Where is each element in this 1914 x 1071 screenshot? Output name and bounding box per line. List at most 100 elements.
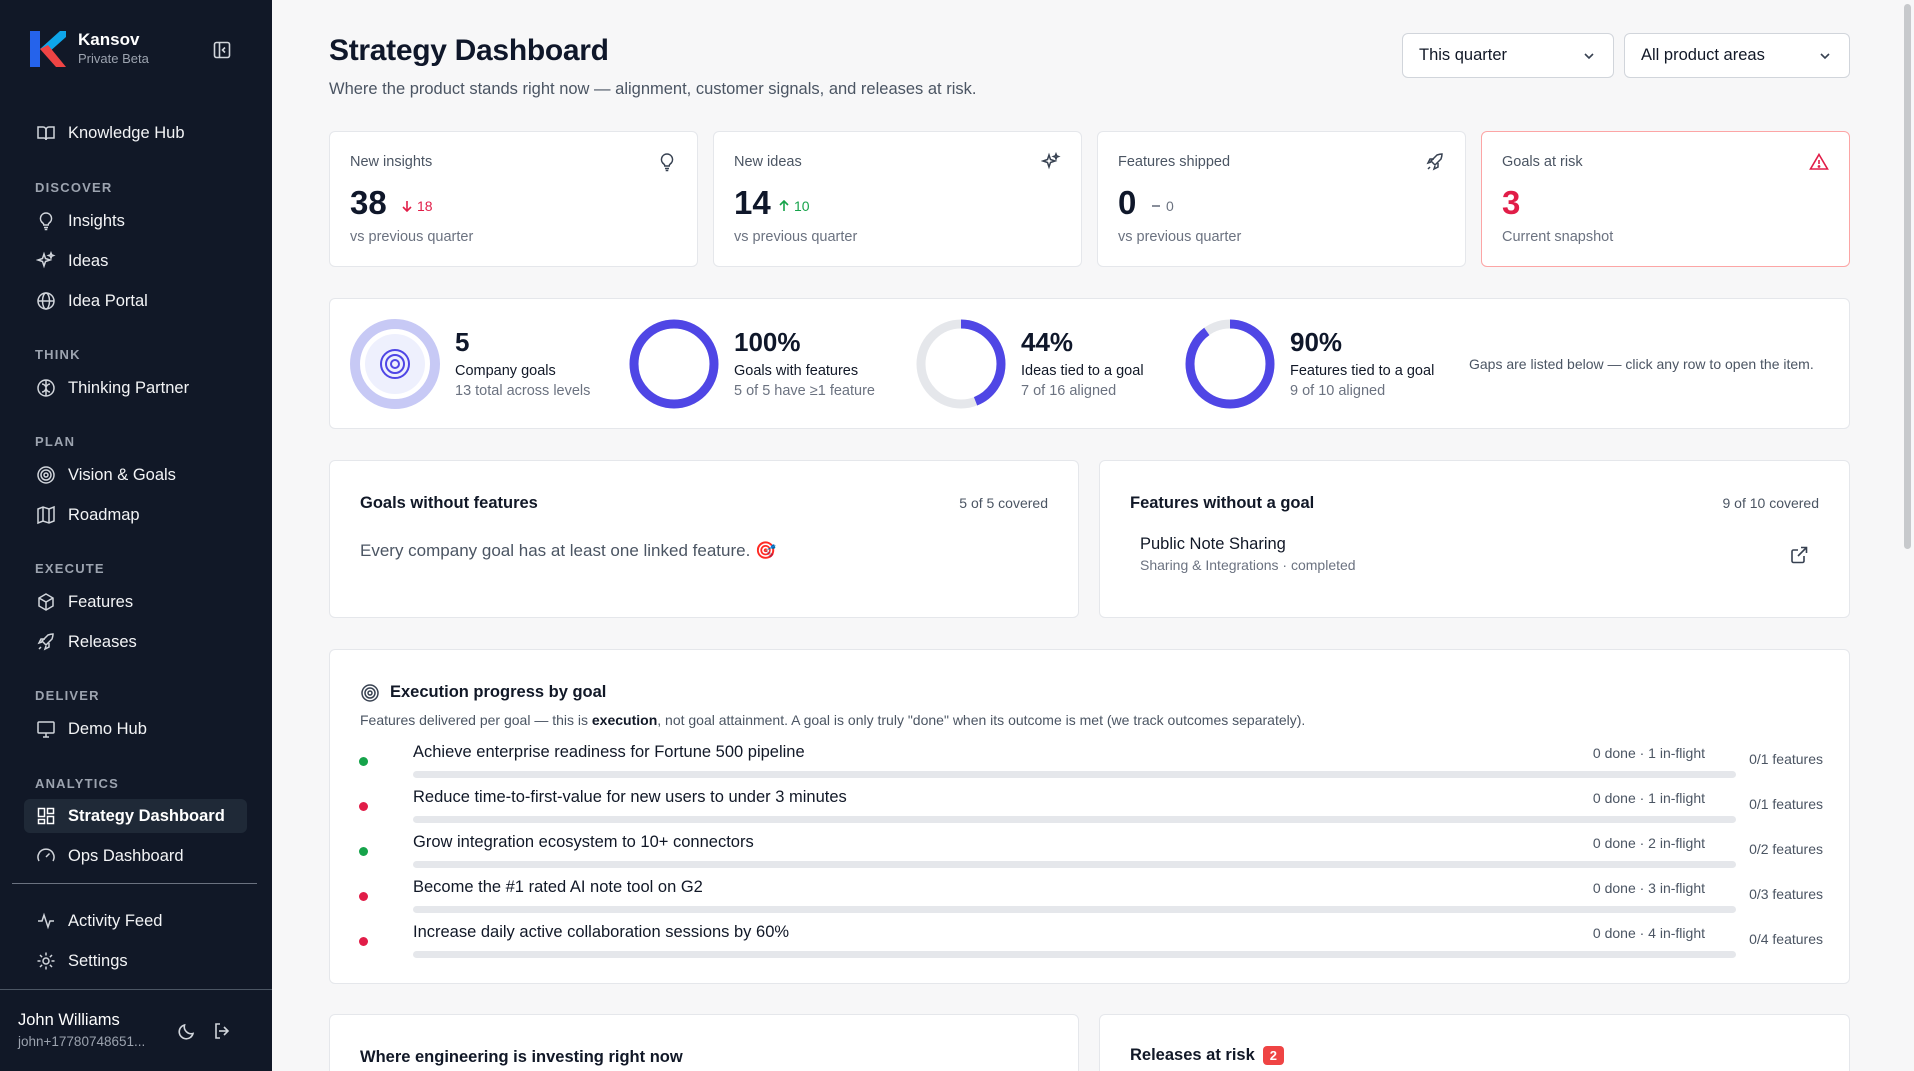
sidebar-item-activity-feed[interactable]: Activity Feed [24,904,247,938]
empty-message: Every company goal has at least one link… [360,541,777,560]
monitor-icon [37,721,55,738]
sidebar-item-label: Ideas [68,251,109,270]
goal-stat: 0 done · 1 in-flight [1592,745,1705,761]
stat-card-new-ideas[interactable]: New ideas 14 10 vs previous quarter [713,131,1082,267]
status-dot [359,802,368,811]
sidebar-item-strategy-dashboard[interactable]: Strategy Dashboard [24,799,247,833]
list-item[interactable]: Public Note Sharing Sharing & Integratio… [1100,521,1849,581]
stat-foot: vs previous quarter [734,229,858,245]
sidebar-item-label: Strategy Dashboard [68,806,225,825]
goal-progress-row[interactable]: Reduce time-to-first-value for new users… [358,788,1850,833]
goal-feature-count: 0/2 features [1749,841,1823,857]
features-tied-sub: 9 of 10 aligned [1290,383,1386,399]
goal-progress-row[interactable]: Achieve enterprise readiness for Fortune… [358,743,1850,788]
sidebar-item-label: Releases [68,632,137,651]
section-think: THINK [35,347,81,362]
sidebar-item-ops-dashboard[interactable]: Ops Dashboard [24,839,247,873]
goals-with-features-ring [629,319,719,409]
features-tied-value: 90% [1290,327,1343,357]
progress-bar [413,906,1736,913]
sidebar-divider [12,883,257,884]
lightbulb-icon [39,212,53,231]
goal-stat: 0 done · 2 in-flight [1592,835,1705,851]
lightbulb-icon [660,153,674,172]
sidebar-item-knowledge-hub[interactable]: Knowledge Hub [24,116,247,150]
execution-title: Execution progress by goal [390,683,607,701]
sidebar-item-settings[interactable]: Settings [24,944,247,978]
sidebar-item-label: Activity Feed [68,911,163,930]
external-link-icon[interactable] [1789,545,1809,565]
goal-name: Become the #1 rated AI note tool on G2 [413,878,703,896]
progress-bar [413,771,1736,778]
section-deliver: DELIVER [35,688,100,703]
execution-progress-card: Execution progress by goal Features deli… [329,649,1850,984]
collapse-sidebar-icon[interactable] [212,40,232,60]
rocket-icon [1426,153,1443,171]
stat-value: 14 [734,184,771,221]
sidebar-item-demo-hub[interactable]: Demo Hub [24,712,247,746]
map-icon [37,505,55,525]
section-execute: EXECUTE [35,561,105,576]
stat-card-new-insights[interactable]: New insights 38 18 vs previous quarter [329,131,698,267]
sidebar-item-ideas[interactable]: Ideas [24,244,247,278]
sidebar-item-label: Demo Hub [68,719,147,738]
progress-bar [413,861,1736,868]
sidebar-item-label: Thinking Partner [68,378,190,397]
logout-icon[interactable] [212,1021,232,1041]
stat-card-goals-at-risk[interactable]: Goals at risk 3 Current snapshot [1481,131,1850,267]
panel-count: 5 of 5 covered [959,495,1048,511]
scrollbar[interactable] [1900,0,1914,1071]
minus-icon [1152,205,1160,207]
stat-foot: vs previous quarter [350,229,474,245]
sidebar-item-vision-goals[interactable]: Vision & Goals [24,458,247,492]
status-dot [359,847,368,856]
sidebar-item-roadmap[interactable]: Roadmap [24,498,247,532]
feature-meta: Sharing & Integrations · completed [1140,557,1356,573]
stat-value: 38 [350,184,387,221]
goal-feature-count: 0/1 features [1749,751,1823,767]
execution-subtitle-post: , not goal attainment. A goal is only tr… [657,712,1306,728]
ideas-tied-label: Ideas tied to a goal [1021,363,1144,379]
execution-subtitle-bold: execution [591,712,658,728]
status-dot [359,892,368,901]
ideas-tied-value: 44% [1021,327,1074,357]
product-area-select[interactable]: All product areas [1624,33,1850,78]
panel-title: Goals without features [360,494,538,512]
goal-progress-row[interactable]: Grow integration ecosystem to 10+ connec… [358,833,1850,878]
sidebar-item-idea-portal[interactable]: Idea Portal [24,284,247,318]
arrow-down-icon [402,201,412,212]
activity-icon [38,912,54,930]
period-select-value: This quarter [1419,46,1508,64]
ideas-tied-ring [916,319,1006,409]
stat-delta-value: 18 [417,198,433,214]
sidebar-item-features[interactable]: Features [24,585,247,619]
user-email: john+17780748651... [18,1034,146,1049]
sidebar-item-releases[interactable]: Releases [24,625,247,659]
progress-bar [413,816,1736,823]
period-select[interactable]: This quarter [1402,33,1614,78]
stat-card-features-shipped[interactable]: Features shipped 0 0 vs previous quarter [1097,131,1466,267]
section-discover: DISCOVER [35,180,113,195]
goal-progress-row[interactable]: Become the #1 rated AI note tool on G2 0 … [358,878,1850,923]
moon-icon[interactable] [177,1021,197,1041]
sidebar-item-thinking-partner[interactable]: Thinking Partner [24,371,247,405]
ideas-tied-sub: 7 of 16 aligned [1021,383,1117,399]
goal-feature-count: 0/1 features [1749,796,1823,812]
scrollbar-thumb[interactable] [1904,4,1911,549]
sidebar-footer-divider [0,989,272,990]
target-icon [37,466,55,484]
engineering-investment-card: Where engineering is investing right now [329,1014,1079,1071]
sidebar-item-insights[interactable]: Insights [24,204,247,238]
stat-label: New ideas [734,154,802,170]
section-analytics: ANALYTICS [35,776,119,791]
brand[interactable]: Kansov Private Beta [30,30,149,68]
stat-delta: 18 [401,198,433,214]
goal-progress-row[interactable]: Increase daily active collaboration sess… [358,923,1850,968]
stat-delta: 10 [778,198,810,214]
kansov-logo-icon [30,31,66,67]
page-subtitle: Where the product stands right now — ali… [329,80,977,98]
sidebar-item-label: Vision & Goals [68,465,176,484]
chevron-down-icon [1584,52,1594,59]
sidebar-item-label: Features [68,592,134,611]
status-dot [359,937,368,946]
